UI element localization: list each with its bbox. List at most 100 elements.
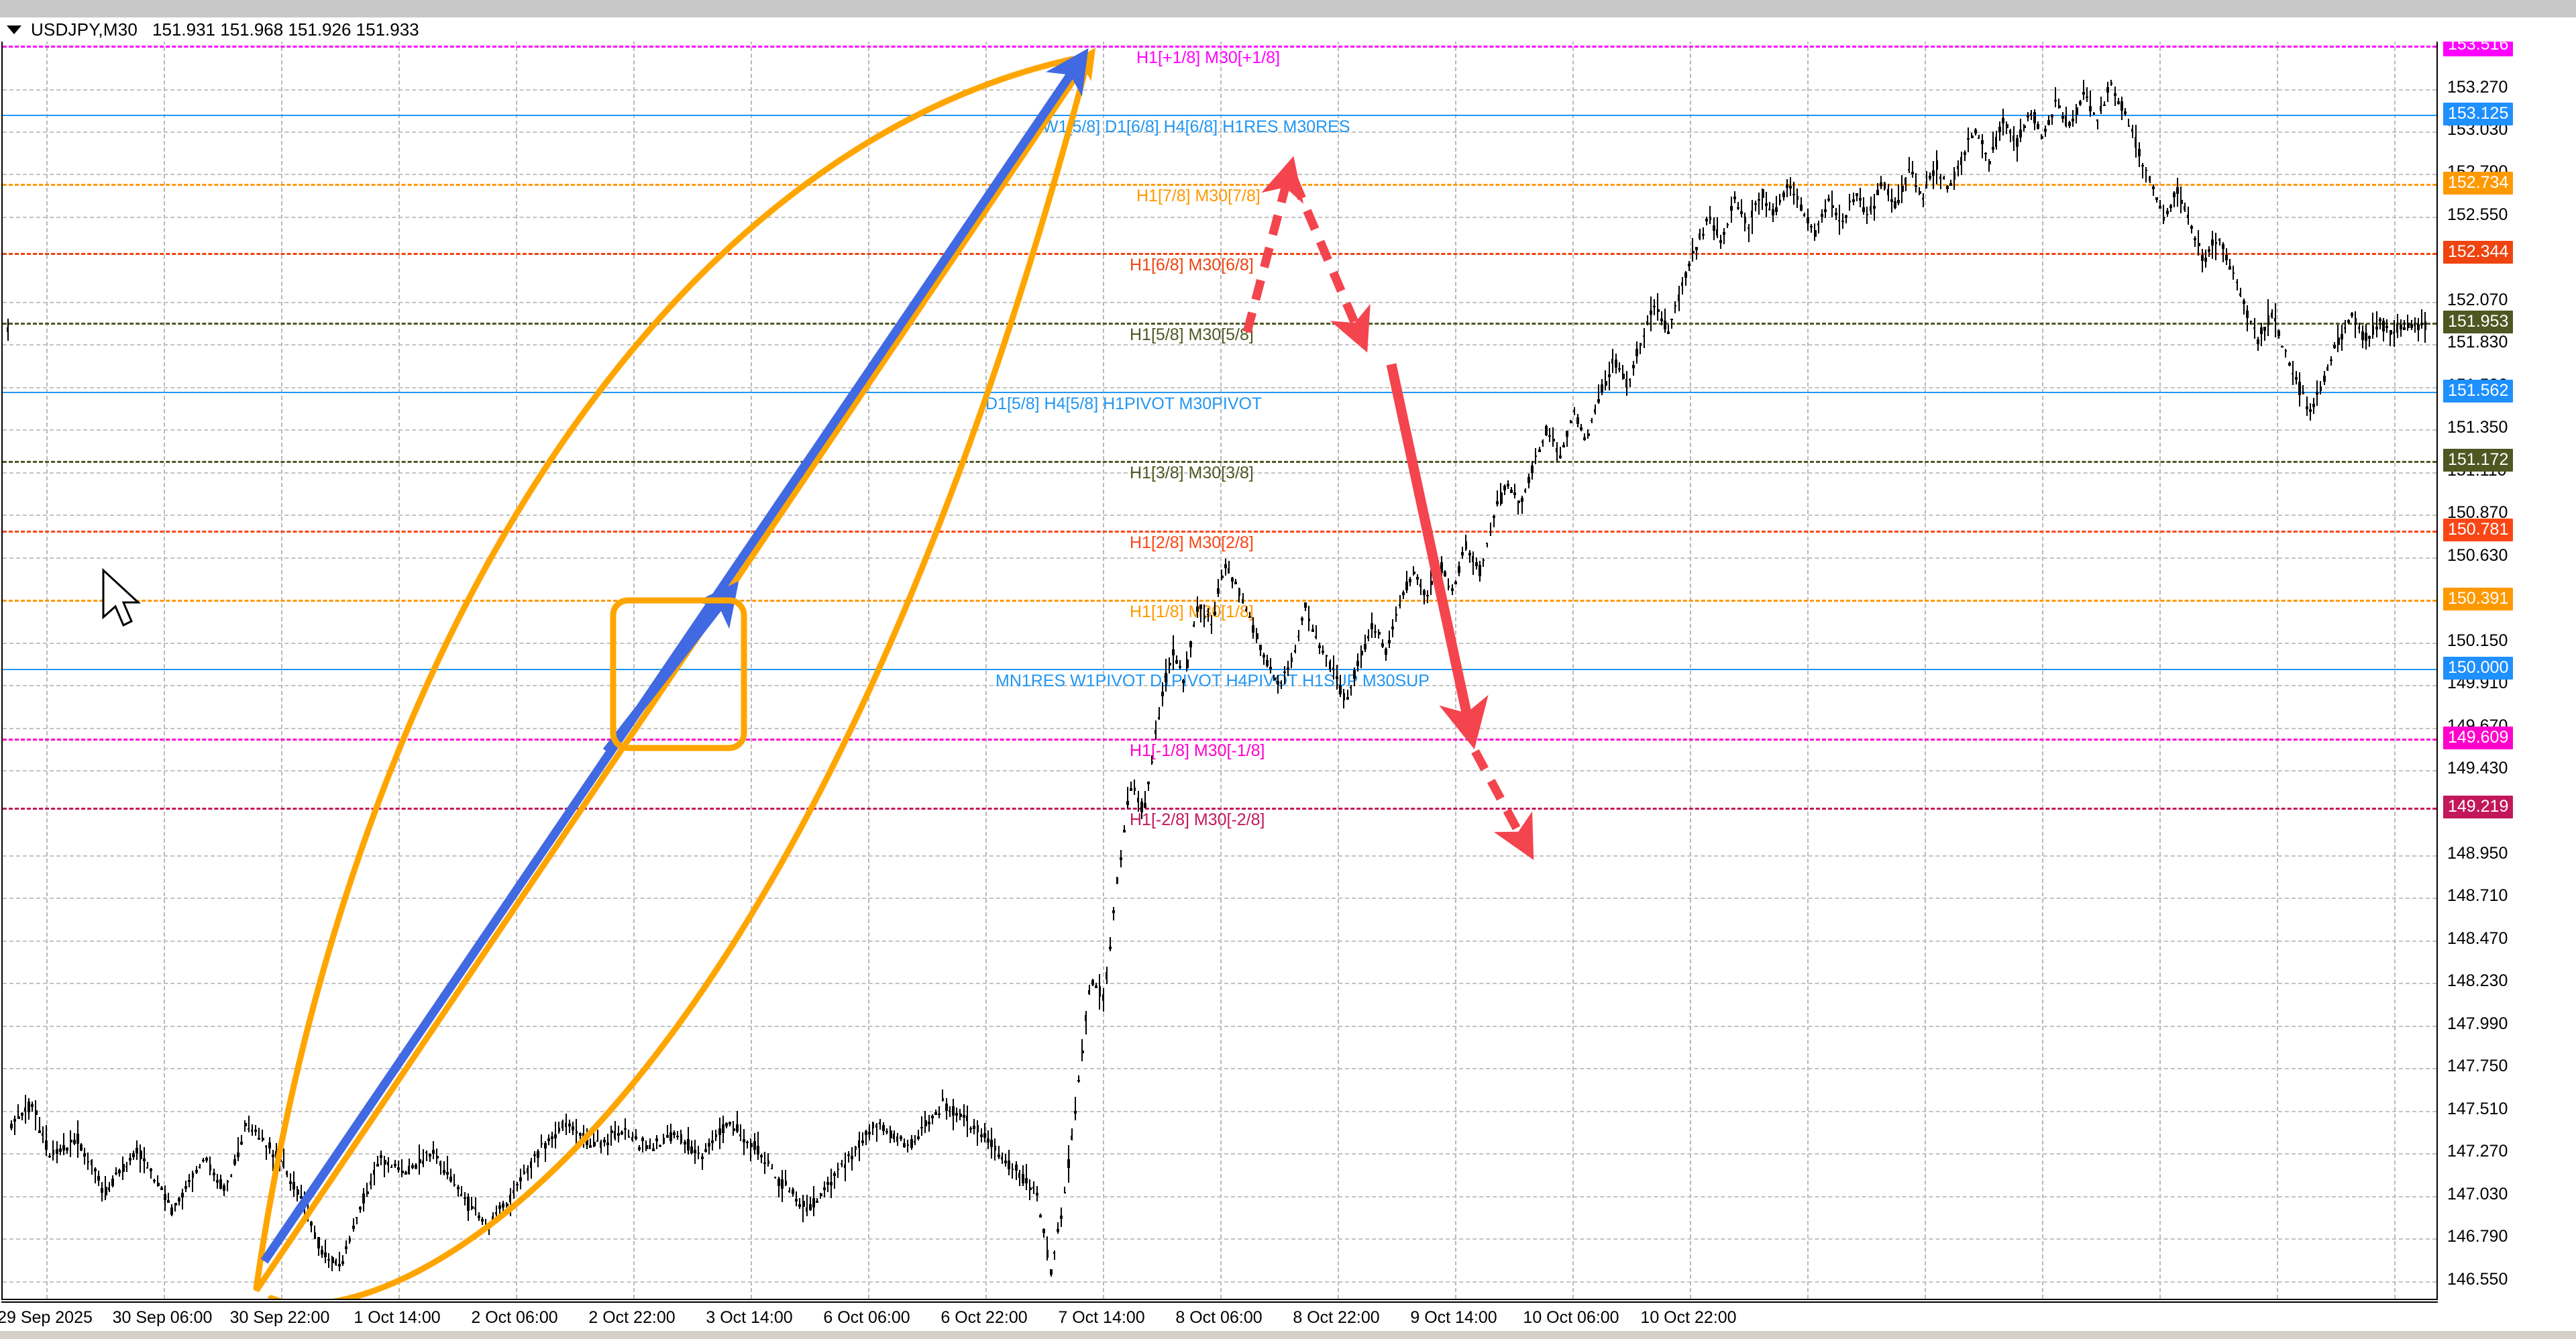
- candle-body: [1479, 564, 1481, 577]
- candle-body: [202, 1159, 205, 1162]
- candle-wick: [1911, 160, 1913, 178]
- candle-wick: [1263, 652, 1265, 665]
- candle-body: [1726, 224, 1729, 226]
- candle-body: [254, 1130, 257, 1132]
- candle-wick: [509, 1188, 511, 1216]
- candle-body: [34, 1110, 38, 1116]
- orange-arc-upper: [253, 56, 1076, 1291]
- candle-wick: [1486, 542, 1488, 547]
- time-axis[interactable]: 29 Sep 2025 30 Sep 06:00 30 Sep 22:00 1 Oct…: [0, 1301, 2438, 1331]
- candle-body: [711, 1140, 714, 1144]
- candle-body: [453, 1183, 455, 1185]
- candle-body: [136, 1148, 139, 1153]
- candle-body: [680, 1134, 682, 1144]
- candle-wick: [2369, 335, 2371, 347]
- chart-plot-area[interactable]: H1[+1/8] M30[+1/8] W1[5/8] D1[6/8] H4[6/8…: [1, 25, 2438, 1300]
- candle-wick: [1245, 606, 1247, 612]
- candle-wick: [847, 1150, 849, 1163]
- candle-body: [1175, 660, 1178, 663]
- candle-body: [1231, 577, 1234, 582]
- candle-wick: [655, 1135, 657, 1150]
- candle-body: [962, 1114, 965, 1118]
- candle-wick: [1259, 644, 1261, 656]
- candle-body: [1534, 455, 1537, 457]
- candle-wick: [1584, 433, 1586, 441]
- candle-body: [1430, 580, 1433, 585]
- candle-wick: [1367, 629, 1369, 642]
- candle-body: [2302, 392, 2304, 394]
- level-line: [3, 392, 2436, 394]
- candle-body: [718, 1128, 721, 1136]
- candle-body: [1136, 798, 1140, 803]
- candle-body: [1499, 492, 1503, 504]
- candle-body: [816, 1200, 818, 1203]
- candle-body: [1049, 1269, 1053, 1275]
- candle-body: [903, 1142, 906, 1147]
- candle-body: [1269, 667, 1272, 670]
- price-tick: 150.630: [2447, 545, 2508, 565]
- candle-wick: [157, 1175, 159, 1187]
- candle-body: [48, 1155, 51, 1157]
- candle-body: [1960, 157, 1963, 165]
- candle-body: [278, 1159, 282, 1163]
- candle-body: [2075, 107, 2078, 115]
- candle-wick: [248, 1116, 250, 1133]
- candle-body: [1607, 374, 1611, 377]
- candle-wick: [338, 1252, 340, 1272]
- symbol-info-row: USDJPY,M30 151.931 151.968 151.926 151.9…: [0, 17, 2576, 42]
- candle-body: [167, 1200, 170, 1203]
- candle-body: [572, 1126, 575, 1131]
- candle-body: [1915, 185, 1917, 188]
- candle-body: [655, 1138, 659, 1142]
- candle-wick: [1179, 660, 1181, 670]
- candle-body: [2253, 327, 2256, 329]
- price-tick: 150.870: [2447, 503, 2508, 523]
- candle-body: [1391, 627, 1395, 630]
- candle-body: [1336, 676, 1339, 680]
- candle-body: [900, 1136, 903, 1139]
- candle-body: [1650, 310, 1653, 315]
- level-line: [3, 599, 2436, 602]
- candle-body: [1008, 1161, 1011, 1169]
- candle-wick: [1472, 551, 1474, 576]
- mouse-pointer-icon: [102, 568, 141, 627]
- candle-body: [101, 1188, 104, 1193]
- triangle-down-icon[interactable]: [7, 25, 21, 34]
- candle-body: [2257, 339, 2259, 344]
- candle-wick: [1695, 246, 1697, 260]
- candle-body: [1179, 665, 1181, 668]
- horizontal-gridline: [3, 472, 2436, 474]
- candle-body: [1147, 782, 1150, 785]
- candle-body: [882, 1125, 885, 1132]
- candle-body: [979, 1134, 983, 1137]
- candle-wick: [2198, 229, 2200, 256]
- candle-body: [1377, 632, 1381, 635]
- candle-body: [1468, 553, 1471, 556]
- price-axis[interactable]: 153.270153.030152.790152.550152.070151.8…: [2439, 25, 2576, 1300]
- candle-body: [1621, 373, 1625, 379]
- candle-wick: [2344, 319, 2346, 333]
- candle-body: [631, 1136, 634, 1141]
- candle-body: [2385, 325, 2388, 328]
- candle-body: [1789, 185, 1792, 189]
- candle-body: [1214, 611, 1217, 615]
- candle-wick: [1026, 1164, 1028, 1190]
- candle-body: [66, 1147, 69, 1150]
- candle-body: [1688, 264, 1691, 267]
- candle-body: [1356, 660, 1359, 666]
- candle-wick: [1852, 192, 1854, 206]
- candle-body: [1444, 572, 1447, 577]
- candle-body: [1890, 199, 1893, 203]
- candle-body: [1876, 189, 1880, 196]
- candle-body: [648, 1144, 651, 1149]
- candle-body: [526, 1168, 529, 1173]
- candle-wick: [2404, 319, 2406, 330]
- candle-body: [1583, 437, 1587, 440]
- candle-wick: [73, 1132, 75, 1146]
- candle-body: [1569, 421, 1572, 424]
- candle-body: [2169, 205, 2172, 209]
- candle-wick: [1283, 666, 1285, 684]
- candle-body: [1228, 568, 1230, 574]
- price-level-badge: 151.953: [2443, 310, 2514, 333]
- candle-wick: [1280, 680, 1282, 690]
